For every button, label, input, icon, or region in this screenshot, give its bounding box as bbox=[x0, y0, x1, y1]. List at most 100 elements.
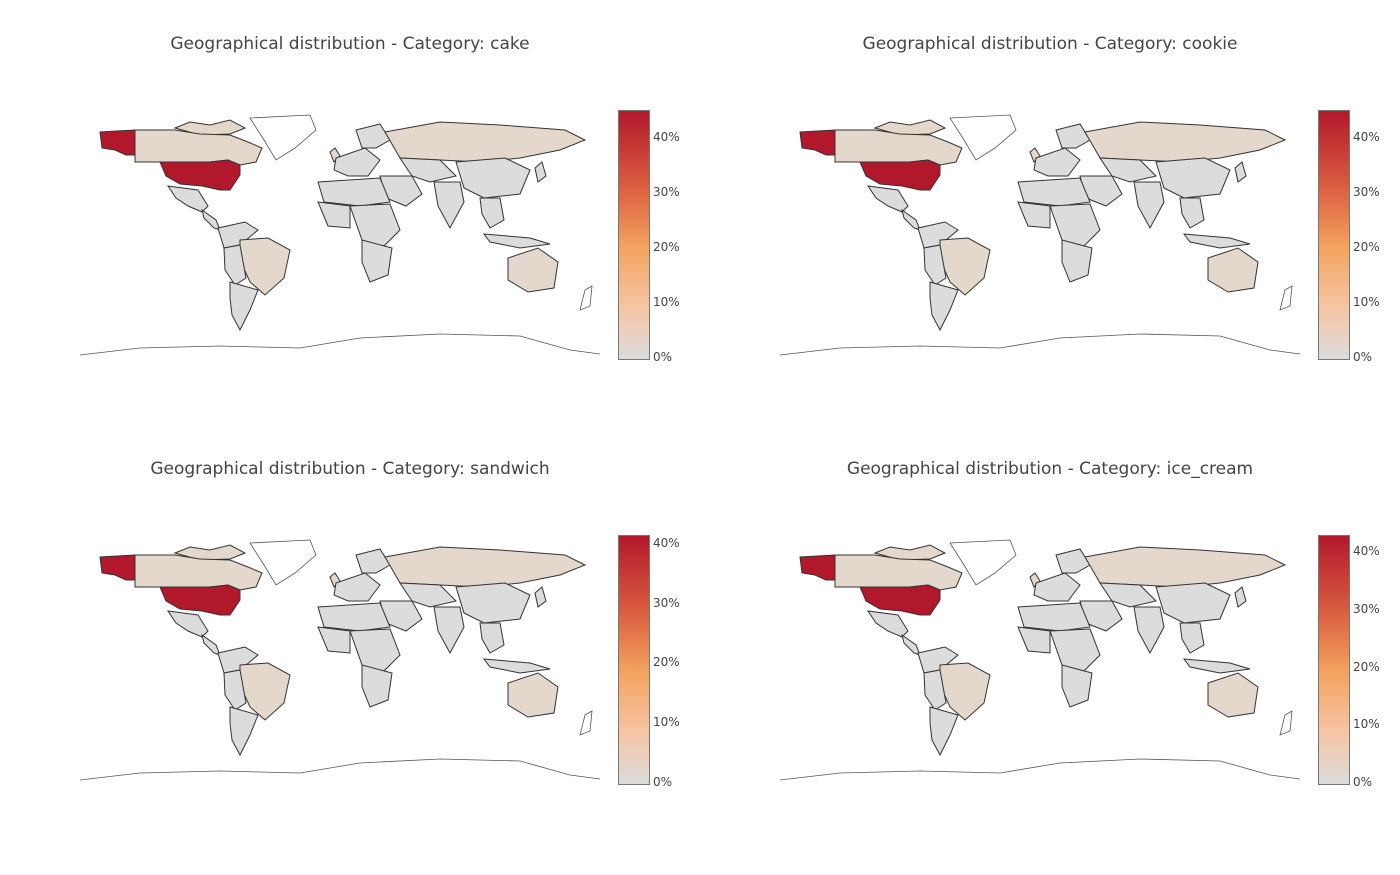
country-new-zealand[interactable] bbox=[1279, 285, 1293, 311]
country-argentina-chile[interactable] bbox=[229, 706, 259, 757]
country-argentina-chile[interactable] bbox=[929, 706, 959, 757]
country-greenland[interactable] bbox=[949, 114, 1017, 161]
country-mexico[interactable] bbox=[866, 185, 909, 213]
country-russia[interactable] bbox=[384, 121, 587, 163]
country-indonesia[interactable] bbox=[482, 658, 551, 674]
country-southern-africa[interactable] bbox=[1061, 239, 1093, 283]
country-venezuela-colombia[interactable] bbox=[917, 221, 959, 249]
country-china[interactable] bbox=[1155, 582, 1231, 624]
country-central-asia[interactable] bbox=[1099, 157, 1157, 183]
country-western-europe[interactable] bbox=[1033, 572, 1081, 602]
country-indonesia[interactable] bbox=[482, 233, 551, 249]
country-scandinavia[interactable] bbox=[1055, 548, 1091, 574]
country-central-africa[interactable] bbox=[349, 628, 401, 676]
country-alaska[interactable] bbox=[799, 129, 839, 156]
world-choropleth-map[interactable] bbox=[80, 110, 600, 360]
country-brazil[interactable] bbox=[239, 662, 291, 721]
country-venezuela-colombia[interactable] bbox=[917, 646, 959, 674]
country-japan[interactable] bbox=[1234, 161, 1247, 183]
country-southeast-asia[interactable] bbox=[1179, 197, 1205, 229]
country-southeast-asia[interactable] bbox=[479, 197, 505, 229]
country-indonesia[interactable] bbox=[1182, 233, 1251, 249]
country-australia[interactable] bbox=[507, 672, 559, 718]
country-peru-bolivia[interactable] bbox=[223, 244, 247, 286]
country-west-africa[interactable] bbox=[1017, 626, 1051, 654]
country-west-africa[interactable] bbox=[1017, 201, 1051, 229]
country-central-africa[interactable] bbox=[1049, 628, 1101, 676]
country-western-europe[interactable] bbox=[333, 572, 381, 602]
country-central-africa[interactable] bbox=[1049, 203, 1101, 251]
country-central-asia[interactable] bbox=[399, 582, 457, 608]
country-canada[interactable] bbox=[834, 554, 963, 591]
country-usa[interactable] bbox=[859, 584, 941, 616]
country-western-europe[interactable] bbox=[333, 147, 381, 177]
country-india[interactable] bbox=[433, 181, 465, 230]
country-greenland[interactable] bbox=[949, 539, 1017, 586]
country-scandinavia[interactable] bbox=[355, 123, 391, 149]
country-north-africa[interactable] bbox=[317, 602, 391, 632]
country-brazil[interactable] bbox=[239, 237, 291, 296]
country-central-america[interactable] bbox=[201, 633, 221, 656]
country-antarctica[interactable] bbox=[80, 333, 600, 356]
country-central-america[interactable] bbox=[901, 208, 921, 231]
country-australia[interactable] bbox=[1207, 672, 1259, 718]
country-india[interactable] bbox=[433, 606, 465, 655]
country-mexico[interactable] bbox=[866, 610, 909, 638]
country-china[interactable] bbox=[455, 157, 531, 199]
country-china[interactable] bbox=[1155, 157, 1231, 199]
country-peru-bolivia[interactable] bbox=[223, 669, 247, 711]
country-japan[interactable] bbox=[1234, 586, 1247, 608]
world-choropleth-map[interactable] bbox=[780, 535, 1300, 785]
country-usa[interactable] bbox=[159, 159, 241, 191]
country-alaska[interactable] bbox=[99, 554, 139, 581]
country-canada[interactable] bbox=[134, 554, 263, 591]
country-greenland[interactable] bbox=[249, 539, 317, 586]
country-india[interactable] bbox=[1133, 606, 1165, 655]
country-argentina-chile[interactable] bbox=[229, 281, 259, 332]
country-southern-africa[interactable] bbox=[1061, 664, 1093, 708]
country-west-africa[interactable] bbox=[317, 626, 351, 654]
country-russia[interactable] bbox=[1084, 546, 1287, 588]
country-central-asia[interactable] bbox=[1099, 582, 1157, 608]
country-usa[interactable] bbox=[859, 159, 941, 191]
country-southern-africa[interactable] bbox=[361, 239, 393, 283]
country-central-africa[interactable] bbox=[349, 203, 401, 251]
country-brazil[interactable] bbox=[939, 237, 991, 296]
country-russia[interactable] bbox=[1084, 121, 1287, 163]
country-alaska[interactable] bbox=[799, 554, 839, 581]
country-peru-bolivia[interactable] bbox=[923, 244, 947, 286]
country-japan[interactable] bbox=[534, 161, 547, 183]
country-peru-bolivia[interactable] bbox=[923, 669, 947, 711]
country-southeast-asia[interactable] bbox=[479, 622, 505, 654]
country-australia[interactable] bbox=[507, 247, 559, 293]
country-western-europe[interactable] bbox=[1033, 147, 1081, 177]
country-mexico[interactable] bbox=[166, 185, 209, 213]
country-antarctica[interactable] bbox=[780, 758, 1300, 781]
country-venezuela-colombia[interactable] bbox=[217, 221, 259, 249]
country-canada[interactable] bbox=[134, 129, 263, 166]
country-north-africa[interactable] bbox=[1017, 602, 1091, 632]
country-west-africa[interactable] bbox=[317, 201, 351, 229]
country-brazil[interactable] bbox=[939, 662, 991, 721]
country-scandinavia[interactable] bbox=[355, 548, 391, 574]
country-antarctica[interactable] bbox=[80, 758, 600, 781]
country-central-america[interactable] bbox=[201, 208, 221, 231]
country-russia[interactable] bbox=[384, 546, 587, 588]
country-australia[interactable] bbox=[1207, 247, 1259, 293]
country-china[interactable] bbox=[455, 582, 531, 624]
country-new-zealand[interactable] bbox=[579, 285, 593, 311]
country-india[interactable] bbox=[1133, 181, 1165, 230]
country-greenland[interactable] bbox=[249, 114, 317, 161]
country-southeast-asia[interactable] bbox=[1179, 622, 1205, 654]
world-choropleth-map[interactable] bbox=[780, 110, 1300, 360]
country-central-asia[interactable] bbox=[399, 157, 457, 183]
world-choropleth-map[interactable] bbox=[80, 535, 600, 785]
country-north-africa[interactable] bbox=[1017, 177, 1091, 207]
country-southern-africa[interactable] bbox=[361, 664, 393, 708]
country-alaska[interactable] bbox=[99, 129, 139, 156]
country-new-zealand[interactable] bbox=[579, 710, 593, 736]
country-scandinavia[interactable] bbox=[1055, 123, 1091, 149]
country-mexico[interactable] bbox=[166, 610, 209, 638]
country-indonesia[interactable] bbox=[1182, 658, 1251, 674]
country-venezuela-colombia[interactable] bbox=[217, 646, 259, 674]
